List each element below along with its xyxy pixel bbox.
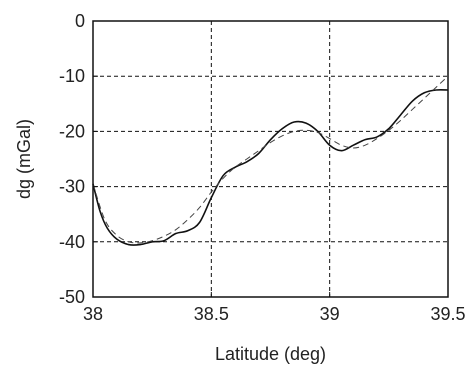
y-tick-label: -50	[59, 287, 85, 307]
series-group	[92, 75, 449, 246]
solid-series-line	[92, 88, 449, 246]
x-tick-label: 38.5	[194, 304, 229, 324]
y-tick-label: 0	[75, 11, 85, 31]
plot-frame	[92, 20, 449, 298]
y-tick-label: -40	[59, 232, 85, 252]
x-tick-label: 38	[83, 304, 103, 324]
x-axis-label: Latitude (deg)	[215, 344, 326, 364]
x-tick-label: 39.5	[430, 304, 465, 324]
y-axis-label: dg (mGal)	[14, 119, 34, 199]
y-tick-label: -20	[59, 121, 85, 141]
grid	[93, 21, 448, 297]
dashed-series-line	[92, 75, 449, 244]
y-tick-label: -30	[59, 177, 85, 197]
x-tick-label: 39	[320, 304, 340, 324]
axis-ticks: 38 38.5 39 39.5 0 -10 -20 -30 -40 -50	[59, 11, 466, 324]
y-tick-label: -10	[59, 66, 85, 86]
